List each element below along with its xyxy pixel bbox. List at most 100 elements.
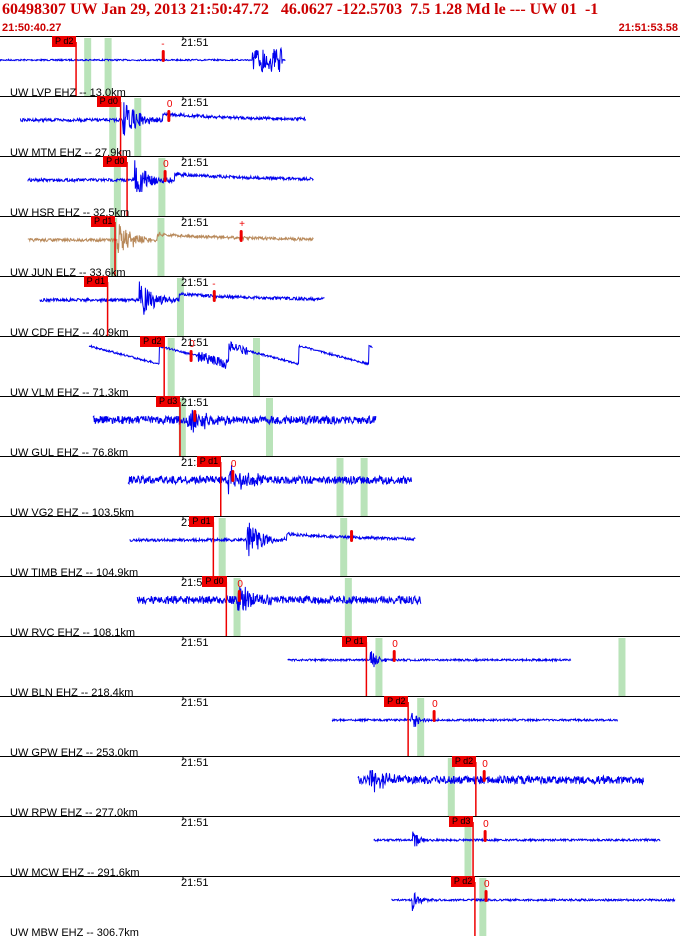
trace-panel[interactable]: -21:51 P d2 UW LVP EHZ -- 13.0km	[0, 36, 680, 99]
trace-plot: 0	[0, 696, 680, 756]
trace-panel[interactable]: 0 21:51 P d0 UW MTM EHZ -- 27.9km	[0, 96, 680, 159]
minute-tick-label: 21:51	[181, 37, 209, 49]
analysis-window	[109, 98, 117, 156]
trace-panel[interactable]: 0 21:51 P d2 UW MBW EHZ -- 306.7km	[0, 876, 680, 939]
amplitude-marker	[189, 350, 193, 362]
pick-label[interactable]: P d1	[91, 216, 116, 227]
trace-panel[interactable]: 21:51 P d3 UW GUL EHZ -- 76.8km	[0, 396, 680, 459]
waveform-trace	[373, 831, 661, 847]
amplitude-marker	[239, 230, 243, 242]
event-header: 60498307 UW Jan 29, 2013 21:50:47.72 46.…	[0, 0, 680, 36]
analysis-window	[479, 878, 487, 936]
pick-label[interactable]: P d0	[103, 156, 128, 167]
amplitude-marker	[161, 50, 165, 62]
amplitude-marker	[432, 710, 436, 722]
amplitude-mark-text: 0	[163, 159, 169, 170]
amplitude-mark-text: 0	[189, 339, 195, 350]
trace-plot: 0	[0, 756, 680, 816]
trace-plot: 0	[0, 456, 680, 516]
analysis-window	[375, 638, 383, 696]
amplitude-mark-text: -	[212, 279, 215, 290]
analysis-window	[113, 158, 121, 216]
analysis-window	[417, 698, 425, 756]
amplitude-marker	[237, 590, 241, 602]
pick-label[interactable]: P d0	[96, 96, 121, 107]
amplitude-mark-text: +	[239, 219, 245, 230]
pick-label[interactable]: P d2	[451, 756, 477, 767]
analysis-window	[265, 398, 273, 456]
waveform-trace	[127, 465, 412, 495]
station-label: UW MBW EHZ -- 306.7km	[10, 927, 139, 939]
analysis-window	[336, 458, 344, 516]
waveform-trace	[129, 522, 416, 557]
pick-label[interactable]: P d2	[384, 696, 409, 707]
analysis-window	[253, 338, 261, 396]
pick-label[interactable]: P d0	[202, 576, 227, 587]
trace-plot: 0	[0, 336, 680, 396]
amplitude-mark-text: 0	[482, 759, 488, 770]
minute-tick-label: 21:51	[181, 697, 209, 709]
amplitude-mark-text: 0	[237, 579, 243, 590]
trace-plot	[0, 396, 680, 456]
analysis-window	[464, 818, 472, 876]
amplitude-mark-text: -	[161, 39, 164, 50]
amplitude-mark-text: 0	[484, 879, 490, 890]
minute-tick-label: 21:51	[181, 637, 209, 649]
trace-panel[interactable]: +21:51 P d1 UW JUN ELZ -- 33.6km	[0, 216, 680, 279]
minute-tick-label: 21:51	[181, 757, 209, 769]
pick-label[interactable]: P d1	[189, 516, 214, 527]
minute-tick-label: 21:51	[181, 397, 209, 409]
analysis-window	[167, 338, 175, 396]
trace-panel[interactable]: 0 21:51 P d0 UW RVC EHZ -- 108.1km	[0, 576, 680, 639]
pick-label[interactable]: P d1	[196, 456, 222, 467]
amplitude-marker	[484, 890, 488, 902]
pick-label[interactable]: P d2	[450, 876, 476, 887]
minute-tick-label: 21:51	[181, 97, 209, 109]
waveform-trace	[136, 586, 422, 611]
pick-label[interactable]: P d1	[83, 276, 108, 287]
analysis-window	[618, 638, 626, 696]
minute-tick-label: 21:51	[181, 157, 209, 169]
pick-label[interactable]: P d2	[140, 336, 165, 347]
trace-panel[interactable]: 0 21:51 P d2 UW GPW EHZ -- 253.0km	[0, 696, 680, 759]
amplitude-marker	[392, 650, 396, 662]
pick-label[interactable]: P d3	[155, 396, 181, 407]
trace-panel[interactable]: 0 21:51 P d1 UW BLN EHZ -- 218.4km	[0, 636, 680, 699]
pick-label[interactable]: P d2	[52, 36, 77, 47]
amplitude-mark-text: 0	[483, 819, 489, 830]
trace-panel[interactable]: 0 21:51 P d2 UW VLM EHZ -- 71.3km	[0, 336, 680, 399]
trace-plot: -	[0, 276, 680, 336]
end-time-label: 21:51:53.58	[618, 22, 678, 34]
waveform-trace	[357, 769, 644, 793]
minute-tick-label: 21:51	[181, 277, 209, 289]
trace-plot: -	[0, 36, 680, 96]
trace-panel[interactable]: 0 21:51 P d3 UW MCW EHZ -- 291.6km	[0, 816, 680, 879]
start-time-label: 21:50:40.27	[2, 22, 62, 34]
analysis-window	[360, 458, 368, 516]
trace-panel[interactable]: 0 21:51 P d2 UW RPW EHZ -- 277.0km	[0, 756, 680, 819]
minute-tick-label: 21:51	[181, 217, 209, 229]
trace-plot: 0	[0, 816, 680, 876]
trace-plot	[0, 516, 680, 576]
minute-tick-label: 21:51	[181, 817, 209, 829]
minute-tick-label: 21:51	[181, 877, 209, 889]
amplitude-marker	[212, 290, 216, 302]
analysis-window	[447, 758, 455, 816]
trace-plot: 0	[0, 636, 680, 696]
waveform-trace	[92, 409, 377, 433]
waveform-trace	[27, 160, 314, 193]
trace-plot: 0	[0, 876, 680, 936]
trace-panel[interactable]: 0 21:51 P d0 UW HSR EHZ -- 32.5km	[0, 156, 680, 219]
trace-plot: 0	[0, 576, 680, 636]
analysis-window	[340, 518, 348, 576]
analysis-window	[110, 218, 118, 276]
pick-label[interactable]: P d3	[449, 816, 474, 827]
analysis-window	[104, 38, 112, 96]
amplitude-mark-text: 0	[392, 639, 398, 650]
amplitude-marker	[350, 530, 354, 542]
trace-panel[interactable]: 0 21:51 P d1 UW VG2 EHZ -- 103.5km	[0, 456, 680, 519]
trace-panel[interactable]: -21:51 P d1 UW CDF EHZ -- 40.9km	[0, 276, 680, 339]
waveform-trace	[88, 341, 373, 369]
pick-label[interactable]: P d1	[342, 636, 367, 647]
